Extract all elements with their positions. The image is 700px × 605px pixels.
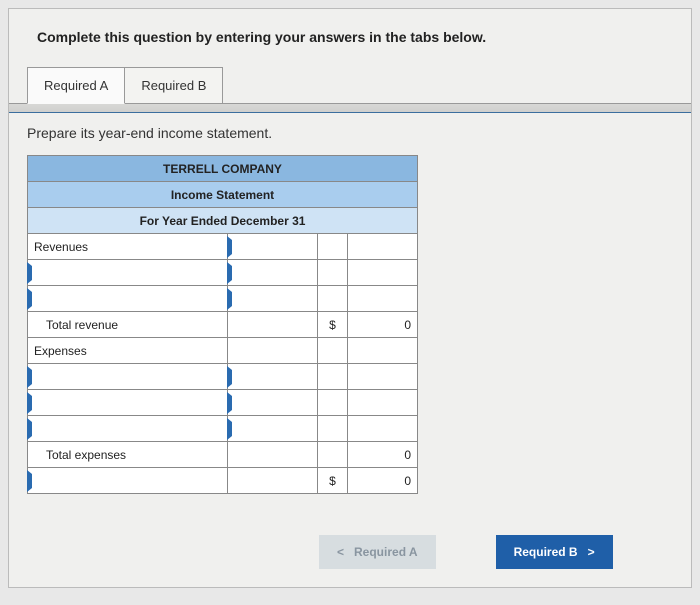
net-val: 0 [348, 468, 418, 494]
rev-line-2-amt[interactable] [228, 286, 318, 312]
chevron-right-icon: > [588, 545, 595, 559]
nav-buttons: < Required A Required B > [319, 535, 613, 569]
revenues-label[interactable]: Revenues [28, 234, 228, 260]
statement-title: Income Statement [28, 182, 418, 208]
rev-amt1[interactable] [228, 234, 318, 260]
exp-amt1[interactable] [228, 338, 318, 364]
exp-line-3-label[interactable] [28, 416, 228, 442]
net-label[interactable] [28, 468, 228, 494]
rev-line-2-label[interactable] [28, 286, 228, 312]
period-header: For Year Ended December 31 [28, 208, 418, 234]
income-statement-table: TERRELL COMPANY Income Statement For Yea… [27, 155, 418, 494]
tab-subtitle: Prepare its year-end income statement. [9, 113, 691, 155]
rev-line-1-amt[interactable] [228, 260, 318, 286]
total-revenue-val: 0 [348, 312, 418, 338]
exp-line-1-amt[interactable] [228, 364, 318, 390]
exp-line-1-label[interactable] [28, 364, 228, 390]
next-label: Required B [514, 545, 578, 559]
question-panel: Complete this question by entering your … [8, 8, 692, 588]
tab-underline [9, 103, 691, 113]
exp-line-2-amt[interactable] [228, 390, 318, 416]
rev-amt2[interactable] [348, 234, 418, 260]
prev-button[interactable]: < Required A [319, 535, 436, 569]
instruction-text: Complete this question by entering your … [9, 19, 691, 67]
chevron-left-icon: < [337, 545, 344, 559]
exp-line-2-label[interactable] [28, 390, 228, 416]
total-revenue-amt1[interactable] [228, 312, 318, 338]
rev-sym [318, 234, 348, 260]
next-button[interactable]: Required B > [496, 535, 613, 569]
tab-required-b[interactable]: Required B [124, 67, 223, 104]
rev-line-1-label[interactable] [28, 260, 228, 286]
net-sym: $ [318, 468, 348, 494]
prev-label: Required A [354, 545, 418, 559]
total-expenses-label: Total expenses [28, 442, 228, 468]
total-revenue-label: Total revenue [28, 312, 228, 338]
total-expenses-sym [318, 442, 348, 468]
company-header: TERRELL COMPANY [28, 156, 418, 182]
total-expenses-amt1[interactable] [228, 442, 318, 468]
tab-row: Required A Required B [27, 67, 691, 104]
expenses-label[interactable]: Expenses [28, 338, 228, 364]
exp-line-3-amt[interactable] [228, 416, 318, 442]
tab-required-a[interactable]: Required A [27, 67, 125, 104]
total-revenue-sym: $ [318, 312, 348, 338]
net-amt1[interactable] [228, 468, 318, 494]
total-expenses-val: 0 [348, 442, 418, 468]
